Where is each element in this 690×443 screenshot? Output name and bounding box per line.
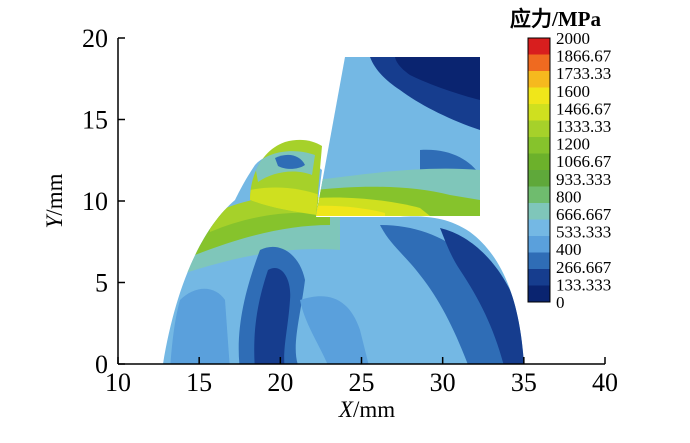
colorbar-swatch [528,236,550,253]
colorbar-swatch [528,54,550,72]
colorbar-tick-label: 800 [556,187,582,206]
colorbar-swatch [528,219,550,237]
colorbar-tick-label: 1866.67 [556,47,612,66]
colorbar-tick-label: 1600 [556,82,590,101]
colorbar-swatch [528,186,550,204]
tool-region [316,57,480,216]
colorbar-swatch [528,71,550,88]
colorbar-tick-label: 0 [556,293,565,312]
y-axis-label: Y/mm [42,173,67,228]
x-tick-label: 25 [349,368,375,397]
x-axis-ticks: 10 15 20 25 30 35 40 [105,357,618,397]
y-tick-label: 5 [95,269,108,298]
colorbar: 20001866.671733.3316001466.671333.331200… [527,29,612,312]
x-tick-label: 20 [267,368,293,397]
colorbar-tick-label: 1066.67 [556,152,612,171]
colorbar-tick-label: 533.333 [556,223,611,242]
colorbar-tick-label: 133.333 [556,275,611,294]
x-tick-label: 35 [511,368,537,397]
x-tick-label: 30 [430,368,456,397]
colorbar-tick-label: 1466.67 [556,99,612,118]
colorbar-tick-label: 1733.33 [556,64,611,83]
colorbar-title: 应力/MPa [510,7,601,31]
colorbar-tick-label: 1200 [556,135,590,154]
y-tick-label: 0 [95,350,108,379]
colorbar-swatch [528,137,550,154]
x-axis-label: X/mm [338,397,395,422]
colorbar-swatch [528,203,550,220]
chip-region [250,139,322,215]
colorbar-tick-label: 266.667 [556,258,612,277]
colorbar-swatch [528,285,550,303]
colorbar-tick-label: 666.667 [556,205,612,224]
colorbar-swatch [528,269,550,286]
colorbar-swatch [528,104,550,121]
colorbar-tick-label: 2000 [556,29,590,48]
colorbar-tick-label: 400 [556,240,582,259]
colorbar-swatch [528,120,550,138]
colorbar-border [527,37,551,303]
y-tick-label: 10 [82,187,108,216]
y-tick-label: 20 [82,24,108,53]
colorbar-swatch [528,170,550,187]
colorbar-swatch [528,87,550,105]
x-tick-label: 15 [186,368,212,397]
x-tick-label: 10 [105,368,131,397]
colorbar-tick-label: 1333.33 [556,117,611,136]
colorbar-swatch [528,252,550,270]
colorbar-swatch [528,153,550,171]
colorbar-swatch [528,38,550,55]
x-tick-label: 40 [592,368,618,397]
colorbar-tick-label: 933.333 [556,170,611,189]
y-axis-ticks: 0 5 10 15 20 [82,24,125,379]
y-tick-label: 15 [82,106,108,135]
